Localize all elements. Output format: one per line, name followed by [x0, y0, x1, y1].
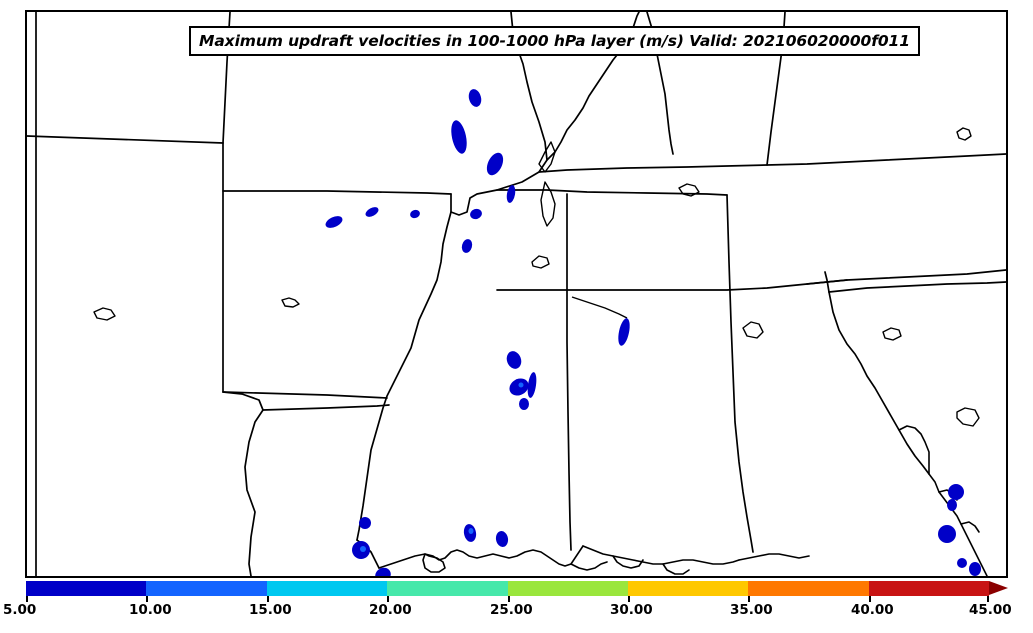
colorbar-segment-25-30	[507, 581, 628, 596]
colorbar-segment-35-40	[748, 581, 869, 596]
coastline	[378, 425, 988, 576]
colorbar-segment-30-35	[628, 581, 749, 596]
colorbar-container: 5.00 10.00 15.00 20.00 25.00 30.00 35.00…	[0, 578, 1033, 633]
colorbar-segment-10-15	[146, 581, 267, 596]
map-canvas	[27, 12, 1006, 576]
colorbar-tick-30	[628, 596, 630, 602]
colorbar-label-10: 10.00	[129, 602, 172, 618]
colorbar-tick-45	[987, 596, 989, 602]
colorbar-tick-5	[26, 596, 28, 602]
colorbar-segment-15-20	[266, 581, 388, 596]
colorbar-tick-20	[387, 596, 390, 602]
colorbar-label-35: 35.00	[730, 602, 773, 618]
colorbar-label-5: 5.00	[3, 602, 37, 618]
colorbar-segment-5-10	[26, 581, 147, 596]
colorbar-label-30: 30.00	[610, 602, 653, 618]
colorbar-tick-40	[868, 596, 871, 602]
map-title-box: Maximum updraft velocities in 100-1000 h…	[189, 26, 920, 56]
colorbar-tick-25	[507, 596, 510, 602]
colorbar-tick-10	[146, 596, 149, 602]
colorbar-tick-35	[748, 596, 751, 602]
updraft-velocity-cells	[325, 89, 981, 576]
map-frame: Maximum updraft velocities in 100-1000 h…	[25, 10, 1008, 578]
map-background	[27, 12, 1006, 576]
map-title-text: Maximum updraft velocities in 100-1000 h…	[199, 32, 910, 50]
colorbar-label-45: 45.00	[969, 602, 1012, 618]
inland-lakes	[93, 127, 980, 427]
colorbar-label-15: 15.00	[249, 602, 292, 618]
colorbar-tick-15	[266, 596, 269, 602]
colorbar[interactable]	[26, 581, 989, 596]
colorbar-label-25: 25.00	[490, 602, 533, 618]
colorbar-extend-max-arrow	[989, 581, 1008, 595]
colorbar-segment-20-25	[387, 581, 508, 596]
colorbar-label-20: 20.00	[369, 602, 412, 618]
colorbar-segment-40-45	[868, 581, 989, 596]
colorbar-label-40: 40.00	[851, 602, 894, 618]
